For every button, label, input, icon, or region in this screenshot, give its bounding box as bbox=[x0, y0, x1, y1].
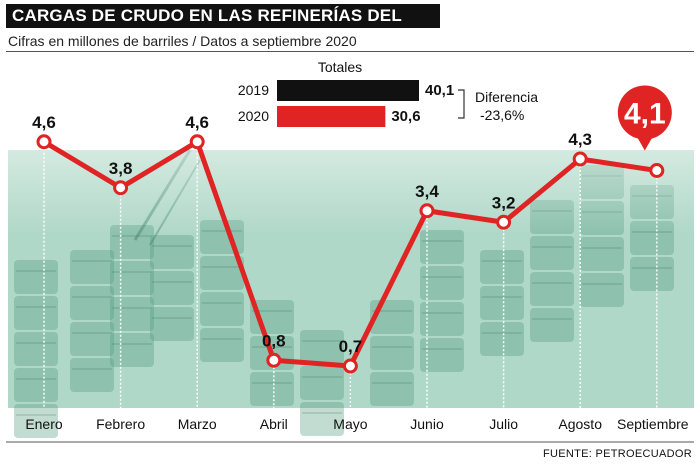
x-tick-mayo: Mayo bbox=[333, 416, 367, 432]
drop-lines bbox=[43, 148, 658, 408]
background-fade bbox=[0, 52, 700, 382]
inset-value-2019: 40,1 bbox=[425, 82, 454, 99]
x-tick-marzo: Marzo bbox=[178, 416, 217, 432]
chart-title: CARGAS DE CRUDO EN LAS REFINERÍAS DEL EC… bbox=[6, 4, 440, 49]
x-tick-enero: Enero bbox=[25, 416, 63, 432]
chart-subtitle: Cifras en millones de barriles / Datos a… bbox=[8, 33, 357, 49]
point-marzo bbox=[189, 134, 205, 150]
totals-inset: Totales 2019 40,1 2020 30,6 Diferencia -23,6% bbox=[238, 59, 538, 127]
inset-bar-2019 bbox=[277, 80, 419, 101]
inset-value-2020: 30,6 bbox=[391, 108, 420, 125]
inset-difference-value: -23,6% bbox=[480, 107, 524, 123]
inset-bar-2020 bbox=[277, 106, 386, 127]
inset-difference-label: Diferencia bbox=[475, 89, 538, 105]
data-label-enero: 4,6 bbox=[32, 113, 56, 132]
data-label-febrero: 3,8 bbox=[109, 159, 133, 178]
inset-year-2020: 2020 bbox=[238, 108, 269, 124]
data-label-julio: 3,2 bbox=[492, 193, 516, 212]
barrel-shape bbox=[300, 402, 344, 436]
x-tick-abril: Abril bbox=[260, 416, 288, 432]
data-label-agosto: 4,3 bbox=[568, 130, 592, 149]
point-agosto bbox=[572, 151, 588, 167]
point-abril bbox=[266, 352, 282, 368]
data-label-septiembre: 4,1 bbox=[624, 98, 666, 131]
x-tick-febrero: Febrero bbox=[96, 416, 145, 432]
x-tick-junio: Junio bbox=[410, 416, 444, 432]
inset-bracket bbox=[458, 89, 465, 119]
subtitle-rule bbox=[6, 51, 694, 52]
x-tick-agosto: Agosto bbox=[558, 416, 602, 432]
point-julio bbox=[496, 214, 512, 230]
point-septiembre bbox=[649, 163, 665, 178]
callout-bubble bbox=[617, 85, 672, 140]
callout-pointer bbox=[636, 136, 653, 151]
x-tick-julio: Julio bbox=[489, 416, 518, 432]
barrel-shape bbox=[14, 404, 58, 438]
data-labels: 4,6 3,8 4,6 0,8 0,7 3,4 3,2 4,3 4,1 bbox=[32, 85, 672, 356]
inset-year-2019: 2019 bbox=[238, 82, 269, 98]
x-axis-labels: Enero Febrero Marzo Abril Mayo Junio Julio Agos… bbox=[25, 416, 688, 432]
source-note: FUENTE: PETROECUADOR bbox=[542, 448, 692, 460]
point-junio bbox=[419, 203, 435, 219]
data-points bbox=[36, 134, 665, 374]
x-tick-septiembre: Septiembre bbox=[617, 416, 689, 432]
data-label-abril: 0,8 bbox=[262, 331, 286, 350]
point-mayo bbox=[342, 358, 358, 374]
data-label-marzo: 4,6 bbox=[185, 113, 209, 132]
highlight-callout: 4,1 bbox=[617, 85, 672, 151]
inset-title: Totales bbox=[318, 59, 362, 75]
data-label-mayo: 0,7 bbox=[339, 337, 363, 356]
data-label-junio: 3,4 bbox=[415, 182, 439, 201]
point-enero bbox=[36, 134, 52, 150]
point-febrero bbox=[113, 180, 129, 196]
